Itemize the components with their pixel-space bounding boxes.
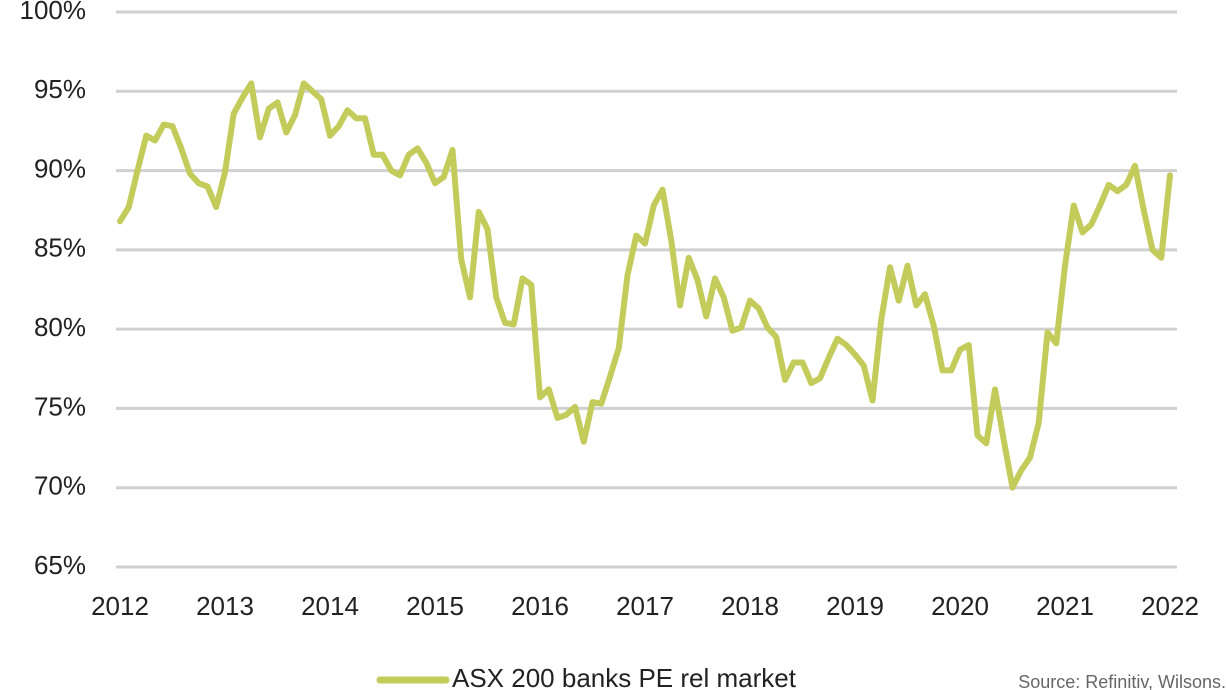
y-tick-label: 65%	[34, 550, 86, 580]
x-tick-label: 2018	[721, 591, 779, 621]
x-tick-label: 2017	[616, 591, 674, 621]
legend-label: ASX 200 banks PE rel market	[452, 663, 797, 690]
y-tick-label: 95%	[34, 74, 86, 104]
y-tick-label: 70%	[34, 471, 86, 501]
x-tick-label: 2022	[1141, 591, 1199, 621]
y-tick-label: 90%	[34, 153, 86, 183]
x-tick-label: 2014	[301, 591, 359, 621]
y-tick-label: 85%	[34, 233, 86, 263]
x-tick-label: 2016	[511, 591, 569, 621]
data-line	[117, 80, 1173, 491]
x-tick-label: 2021	[1036, 591, 1094, 621]
x-tick-label: 2020	[931, 591, 989, 621]
y-tick-label: 75%	[34, 391, 86, 421]
source-note: Source: Refinitiv, Wilsons.	[1018, 672, 1226, 690]
y-tick-label: 80%	[34, 312, 86, 342]
y-tick-label: 100%	[20, 0, 87, 25]
x-tick-label: 2012	[91, 591, 149, 621]
x-tick-label: 2019	[826, 591, 884, 621]
x-tick-label: 2013	[196, 591, 254, 621]
x-tick-label: 2015	[406, 591, 464, 621]
